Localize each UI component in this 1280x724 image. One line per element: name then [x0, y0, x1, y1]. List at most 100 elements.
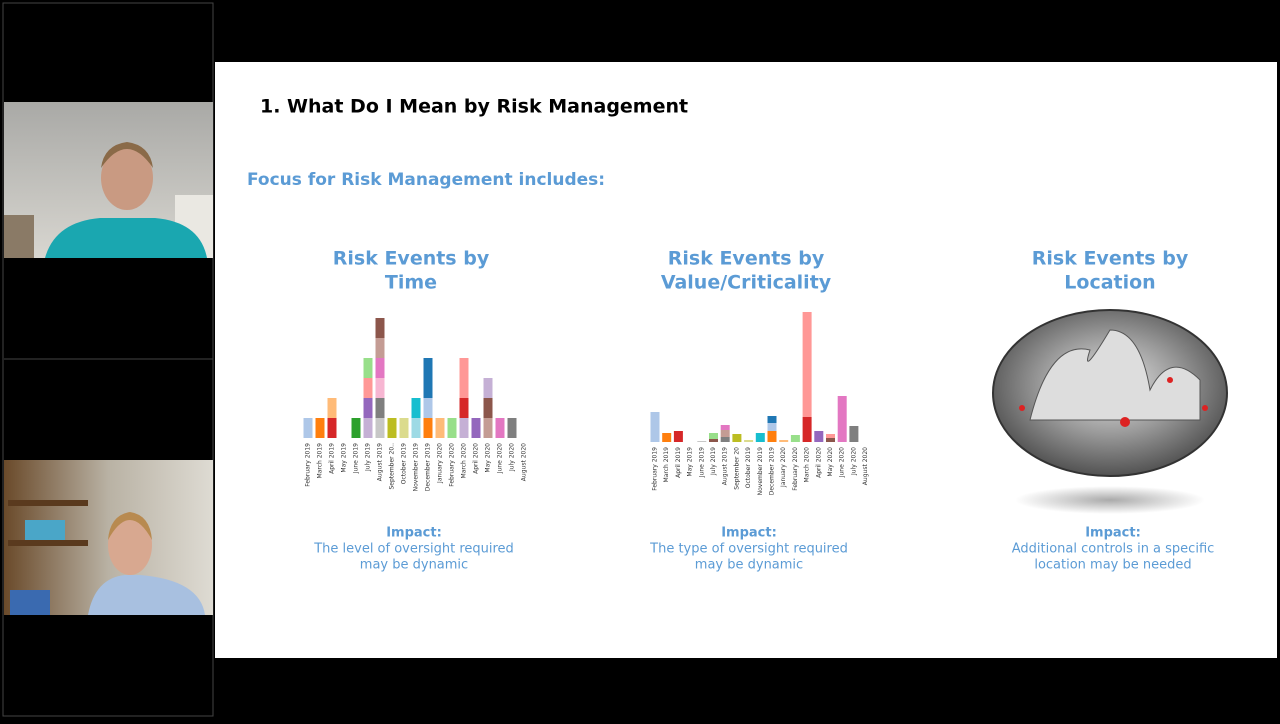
- slide-subtitle: Focus for Risk Management includes:: [247, 170, 605, 190]
- x-tick-label: February 2020: [449, 443, 456, 487]
- bar-segment: [363, 398, 373, 418]
- x-tick-label: March 2019: [317, 443, 324, 479]
- bar-segment: [459, 358, 469, 378]
- bar-segment: [483, 418, 493, 438]
- x-tick-label: April 2019: [329, 443, 336, 474]
- bar-segment: [459, 378, 469, 398]
- bar-segment: [375, 338, 385, 358]
- bar-segment: [375, 318, 385, 338]
- impact-text: The level of oversight required: [313, 542, 514, 557]
- x-tick-label: May 2020: [485, 443, 492, 473]
- bar-segment: [483, 378, 493, 398]
- impact-label: Impact:: [386, 526, 442, 541]
- bar-segment: [697, 441, 707, 442]
- bar-segment: [423, 398, 433, 418]
- impact-label: Impact:: [1085, 526, 1141, 541]
- bar-segment: [423, 358, 433, 398]
- bar-segment: [826, 434, 835, 438]
- bar-segment: [826, 438, 835, 442]
- bar-segment: [802, 417, 812, 442]
- slide-title: 1. What Do I Mean by Risk Management: [260, 96, 688, 118]
- impact-text: location may be needed: [1034, 558, 1191, 573]
- x-tick-label: June 2019: [698, 447, 705, 478]
- panel-heading: Location: [1064, 272, 1155, 294]
- bar-segment: [363, 418, 373, 438]
- bar-segment: [767, 423, 777, 431]
- impact-text: may be dynamic: [360, 558, 468, 573]
- bar-segment: [351, 418, 361, 438]
- x-tick-label: January 2020: [780, 447, 787, 488]
- x-tick-label: May 2019: [341, 443, 348, 473]
- x-tick-label: February 2020: [792, 447, 799, 491]
- video-tile: [4, 460, 213, 615]
- x-tick-label: February 2019: [652, 447, 659, 491]
- bar-segment: [790, 435, 800, 442]
- bar-segment: [459, 398, 469, 418]
- bar-segment: [363, 358, 373, 378]
- x-tick-label: June 2020: [839, 447, 846, 478]
- bar-segment: [849, 426, 859, 442]
- bar-segment: [375, 398, 385, 418]
- bar-segment: [387, 418, 397, 438]
- bar-segment: [375, 358, 385, 378]
- x-tick-label: July 2019: [710, 447, 717, 476]
- x-tick-label: April 2020: [473, 443, 480, 474]
- bar-segment: [411, 398, 421, 418]
- bar-segment: [459, 418, 469, 438]
- panel-heading: Risk Events by: [333, 248, 490, 270]
- impact-text: may be dynamic: [695, 558, 803, 573]
- x-tick-label: September 20: [733, 447, 740, 490]
- bar-segment: [814, 431, 824, 442]
- panel-heading: Time: [385, 272, 437, 294]
- x-tick-label: November 2019: [413, 443, 420, 492]
- impact-label: Impact:: [721, 526, 777, 541]
- bar-segment: [673, 431, 683, 442]
- impact-text: Additional controls in a specific: [1012, 542, 1215, 557]
- bar-segment: [802, 312, 812, 417]
- video-tile: [4, 102, 213, 258]
- bar-segment: [720, 425, 730, 430]
- x-tick-label: June 2019: [353, 443, 360, 474]
- x-tick-label: May 2020: [827, 447, 834, 477]
- x-tick-label: December 2019: [425, 443, 432, 491]
- bar-segment: [720, 437, 730, 442]
- bar-segment: [375, 418, 385, 438]
- impact-text: The type of oversight required: [649, 542, 848, 557]
- bar-segment: [303, 418, 313, 438]
- x-tick-label: March 2020: [461, 443, 468, 479]
- x-tick-label: August 2019: [377, 443, 384, 481]
- x-tick-label: November 2019: [757, 447, 764, 496]
- bar-segment: [375, 378, 385, 398]
- bar-segment: [732, 434, 742, 442]
- x-tick-label: October 2019: [401, 443, 408, 484]
- bar-segment: [363, 378, 373, 398]
- bar-segment: [837, 396, 847, 442]
- x-tick-label: August 2019: [722, 447, 729, 485]
- bar-segment: [423, 418, 433, 438]
- x-tick-label: March 2019: [663, 447, 670, 483]
- x-tick-label: April 2019: [675, 447, 682, 478]
- bar-segment: [662, 433, 672, 442]
- bar-segment: [327, 418, 337, 438]
- bar-segment: [411, 418, 421, 438]
- x-tick-label: February 2019: [305, 443, 312, 487]
- bar-segment: [507, 418, 517, 438]
- x-tick-label: June 2020: [497, 443, 504, 474]
- x-tick-label: April 2020: [815, 447, 822, 478]
- bar-segment: [435, 418, 445, 438]
- bar-segment: [755, 433, 765, 442]
- bar-segment: [779, 440, 789, 442]
- panel-heading: Risk Events by: [1032, 248, 1189, 270]
- bar-segment: [709, 433, 718, 439]
- panel-heading: Value/Criticality: [661, 272, 832, 294]
- x-tick-label: July 2020: [509, 443, 516, 472]
- bar-segment: [650, 412, 660, 442]
- bar-segment: [327, 398, 337, 418]
- bar-segment: [495, 418, 505, 438]
- x-tick-label: July 2019: [365, 443, 372, 472]
- bar-segment: [447, 418, 457, 438]
- bar-segment: [399, 418, 409, 438]
- bar-segment: [720, 430, 730, 437]
